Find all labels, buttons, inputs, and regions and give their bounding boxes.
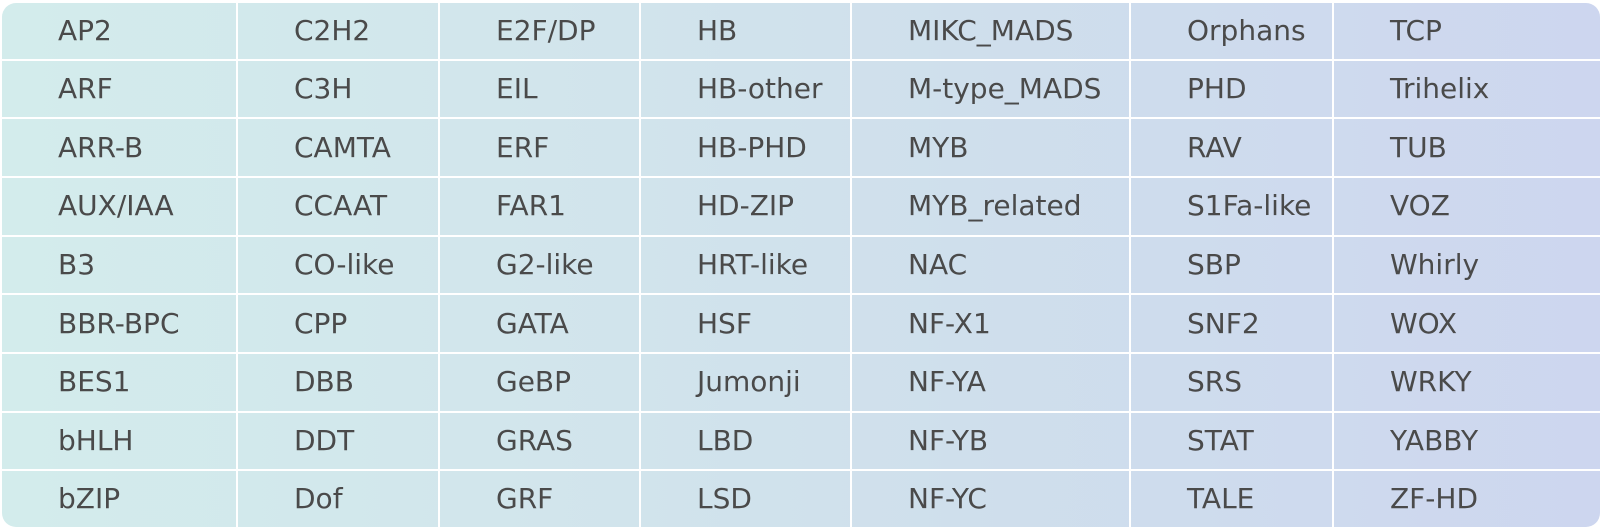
table-cell: MYB_related: [851, 177, 1131, 237]
family-table-body: AP2 C2H2 E2F/DP HB MIKC_MADS Orphans TCP ARF C3H…: [2, 3, 1600, 527]
table-cell: CCAAT: [237, 177, 440, 237]
table-cell: ERF: [439, 118, 641, 178]
table-cell: NF-YA: [851, 352, 1131, 413]
table-cell: GATA: [439, 294, 641, 354]
table-cell: NF-YB: [851, 411, 1131, 472]
table-cell: RAV: [1130, 118, 1334, 178]
table-cell: HD-ZIP: [640, 177, 852, 237]
table-cell: GRF: [439, 470, 641, 527]
table-cell: DBB: [237, 352, 440, 413]
table-row: ARR-B CAMTA ERF HB-PHD MYB RAV TUB: [2, 118, 1600, 178]
table-cell: Whirly: [1333, 235, 1600, 296]
table-cell: HSF: [640, 294, 852, 354]
table-cell: TALE: [1130, 470, 1334, 527]
table-cell: HB-other: [640, 59, 852, 120]
table-row: AP2 C2H2 E2F/DP HB MIKC_MADS Orphans TCP: [2, 3, 1600, 61]
table-cell: BBR-BPC: [2, 294, 238, 354]
table-cell: DDT: [237, 411, 440, 472]
table-cell: SRS: [1130, 352, 1334, 413]
table-cell: TUB: [1333, 118, 1600, 178]
table-cell: YABBY: [1333, 411, 1600, 472]
table-row: BES1 DBB GeBP Jumonji NF-YA SRS WRKY: [2, 352, 1600, 413]
table-cell: bHLH: [2, 411, 238, 472]
table-cell: Jumonji: [640, 352, 852, 413]
table-cell: VOZ: [1333, 177, 1600, 237]
table-cell: LBD: [640, 411, 852, 472]
table-cell: PHD: [1130, 59, 1334, 120]
table-cell: BES1: [2, 352, 238, 413]
table-cell: HRT-like: [640, 235, 852, 296]
table-cell: C2H2: [237, 3, 440, 61]
table-cell: E2F/DP: [439, 3, 641, 61]
table-cell: CPP: [237, 294, 440, 354]
table-row: B3 CO-like G2-like HRT-like NAC SBP Whirly: [2, 235, 1600, 296]
table-cell: Orphans: [1130, 3, 1334, 61]
table-cell: M-type_MADS: [851, 59, 1131, 120]
family-table: AP2 C2H2 E2F/DP HB MIKC_MADS Orphans TCP ARF C3H…: [2, 3, 1600, 527]
table-cell: CO-like: [237, 235, 440, 296]
table-cell: ZF-HD: [1390, 482, 1479, 516]
table-cell: WOX: [1333, 294, 1600, 354]
table-cell: TCP: [1333, 3, 1600, 61]
table-row: BBR-BPC CPP GATA HSF NF-X1 SNF2 WOX: [2, 294, 1600, 354]
table-cell: CAMTA: [237, 118, 440, 178]
family-table-panel: AP2 C2H2 E2F/DP HB MIKC_MADS Orphans TCP ARF C3H…: [2, 3, 1600, 527]
table-cell: NAC: [851, 235, 1131, 296]
table-cell: S1Fa-like: [1130, 177, 1334, 237]
table-row: AUX/IAA CCAAT FAR1 HD-ZIP MYB_related S1Fa-li…: [2, 177, 1600, 237]
table-cell: MIKC_MADS: [851, 3, 1131, 61]
table-cell: EIL: [439, 59, 641, 120]
table-cell: B3: [2, 235, 238, 296]
table-row: ARF C3H EIL HB-other M-type_MADS PHD Trihelix: [2, 59, 1600, 120]
table-cell: MYB: [851, 118, 1131, 178]
table-cell: C3H: [237, 59, 440, 120]
table-cell: G2-like: [439, 235, 641, 296]
table-cell: NF-YC: [851, 470, 1131, 527]
table-cell: FAR1: [439, 177, 641, 237]
table-cell: HB-PHD: [640, 118, 852, 178]
table-cell: LSD: [640, 470, 852, 527]
table-cell: GeBP: [439, 352, 641, 413]
table-cell: WRKY: [1333, 352, 1600, 413]
table-row: bZIP Dof GRF LSD NF-YC TALE ZF-HD: [2, 470, 1600, 527]
table-cell: ARF: [2, 59, 238, 120]
table-cell: NF-X1: [851, 294, 1131, 354]
table-cell: Dof: [237, 470, 440, 527]
table-row: bHLH DDT GRAS LBD NF-YB STAT YABBY: [2, 411, 1600, 472]
table-cell: SNF2: [1130, 294, 1334, 354]
table-cell: STAT: [1130, 411, 1334, 472]
table-cell: GRAS: [439, 411, 641, 472]
table-cell: HB: [640, 3, 852, 61]
table-cell: bZIP: [2, 470, 238, 527]
table-cell: Trihelix: [1333, 59, 1600, 120]
table-cell: AP2: [2, 3, 238, 61]
table-cell: ARR-B: [2, 118, 238, 178]
table-cell: AUX/IAA: [2, 177, 238, 237]
table-cell: SBP: [1130, 235, 1334, 296]
